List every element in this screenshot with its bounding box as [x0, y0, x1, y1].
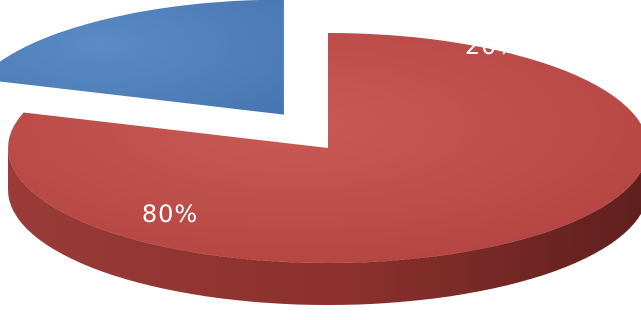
- slice-label-20: 20%: [465, 32, 521, 60]
- pie-slice-side: [8, 148, 641, 305]
- pie-slice-20-percent: [0, 0, 284, 115]
- pie-slice-top: [0, 0, 284, 115]
- pie-slice-80-percent: [8, 33, 641, 305]
- pie-slice-top: [8, 33, 641, 263]
- slice-label-80: 80%: [142, 200, 198, 228]
